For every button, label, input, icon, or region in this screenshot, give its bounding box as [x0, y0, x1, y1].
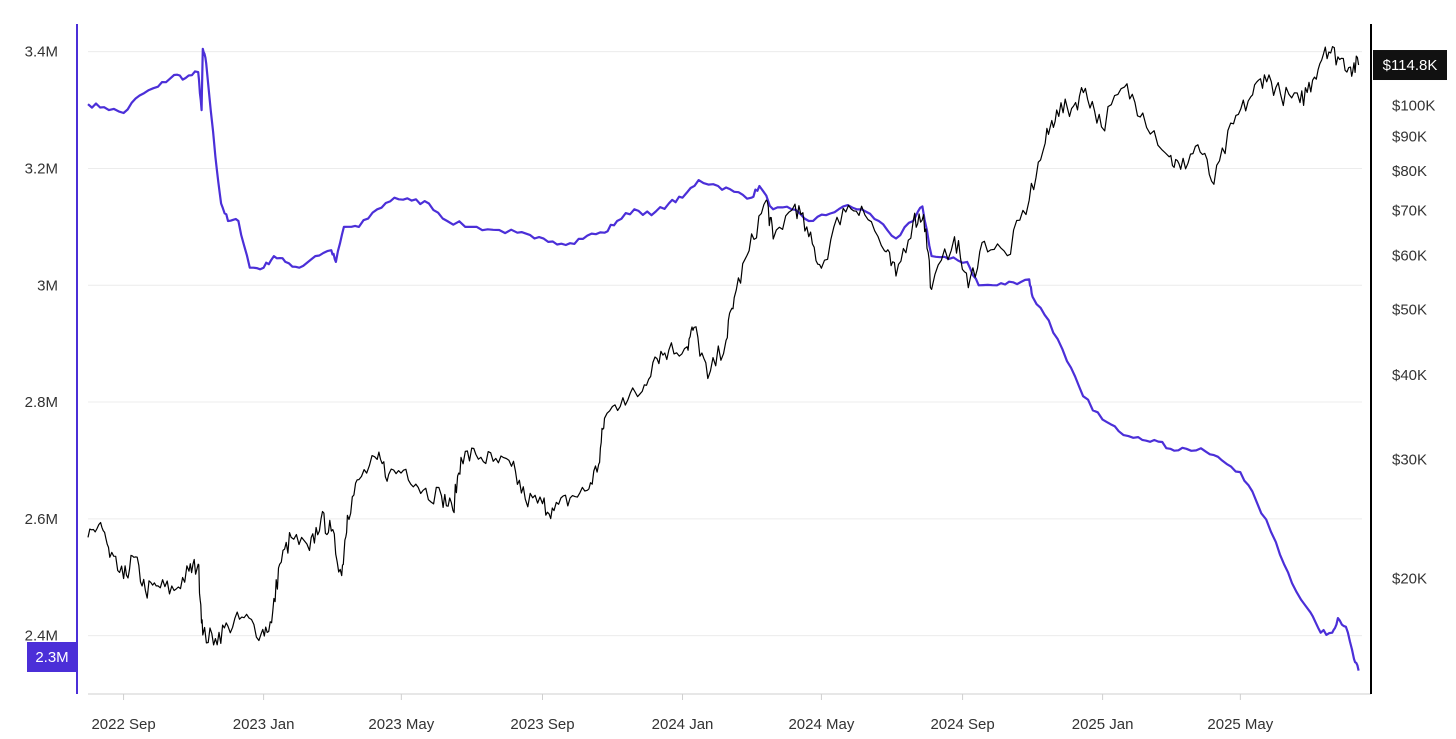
tick-labels: 2.4M 2.6M 2.8M 3M 3.2M 3.4M $20K $30K $40K $50K $6… — [25, 44, 1436, 733]
value-badges: 2.3M $114.8K — [27, 50, 1447, 672]
x-tick-label: 2023 Jan — [233, 716, 295, 733]
x-tick-label: 2022 Sep — [91, 716, 155, 733]
x-tick-label: 2025 Jan — [1072, 716, 1134, 733]
right-tick-label: $60K — [1392, 248, 1427, 265]
left-tick-label: 3.4M — [25, 44, 58, 61]
x-tick-label: 2023 May — [368, 716, 434, 733]
right-current-value-text: $114.8K — [1383, 57, 1438, 74]
left-tick-label: 2.6M — [25, 511, 58, 528]
x-tick-label: 2023 Sep — [510, 716, 574, 733]
left-current-value-text: 2.3M — [35, 649, 68, 666]
x-tick-label: 2025 May — [1207, 716, 1273, 733]
left-tick-label: 2.4M — [25, 628, 58, 645]
right-series-group — [87, 46, 1360, 646]
supply-series-line — [87, 47, 1360, 671]
left-tick-label: 3M — [37, 277, 58, 294]
right-tick-label: $70K — [1392, 202, 1427, 219]
right-tick-label: $100K — [1392, 98, 1435, 115]
right-tick-label: $50K — [1392, 301, 1427, 318]
left-current-value-badge — [27, 642, 77, 672]
left-tick-label: 3.2M — [25, 160, 58, 177]
right-tick-label: $90K — [1392, 129, 1427, 146]
price-series-line — [87, 46, 1360, 646]
x-tick-label: 2024 May — [788, 716, 854, 733]
right-tick-label: $20K — [1392, 571, 1427, 588]
right-tick-label: $80K — [1392, 163, 1427, 180]
x-tick-label: 2024 Jan — [652, 716, 714, 733]
right-tick-label: $30K — [1392, 451, 1427, 468]
left-series-group — [87, 47, 1360, 671]
grid-lines — [88, 51, 1362, 637]
right-current-value-badge — [1373, 50, 1447, 81]
axes — [76, 24, 1372, 700]
left-tick-label: 2.8M — [25, 394, 58, 411]
x-tick-label: 2024 Sep — [930, 716, 994, 733]
right-tick-label: $40K — [1392, 367, 1427, 384]
